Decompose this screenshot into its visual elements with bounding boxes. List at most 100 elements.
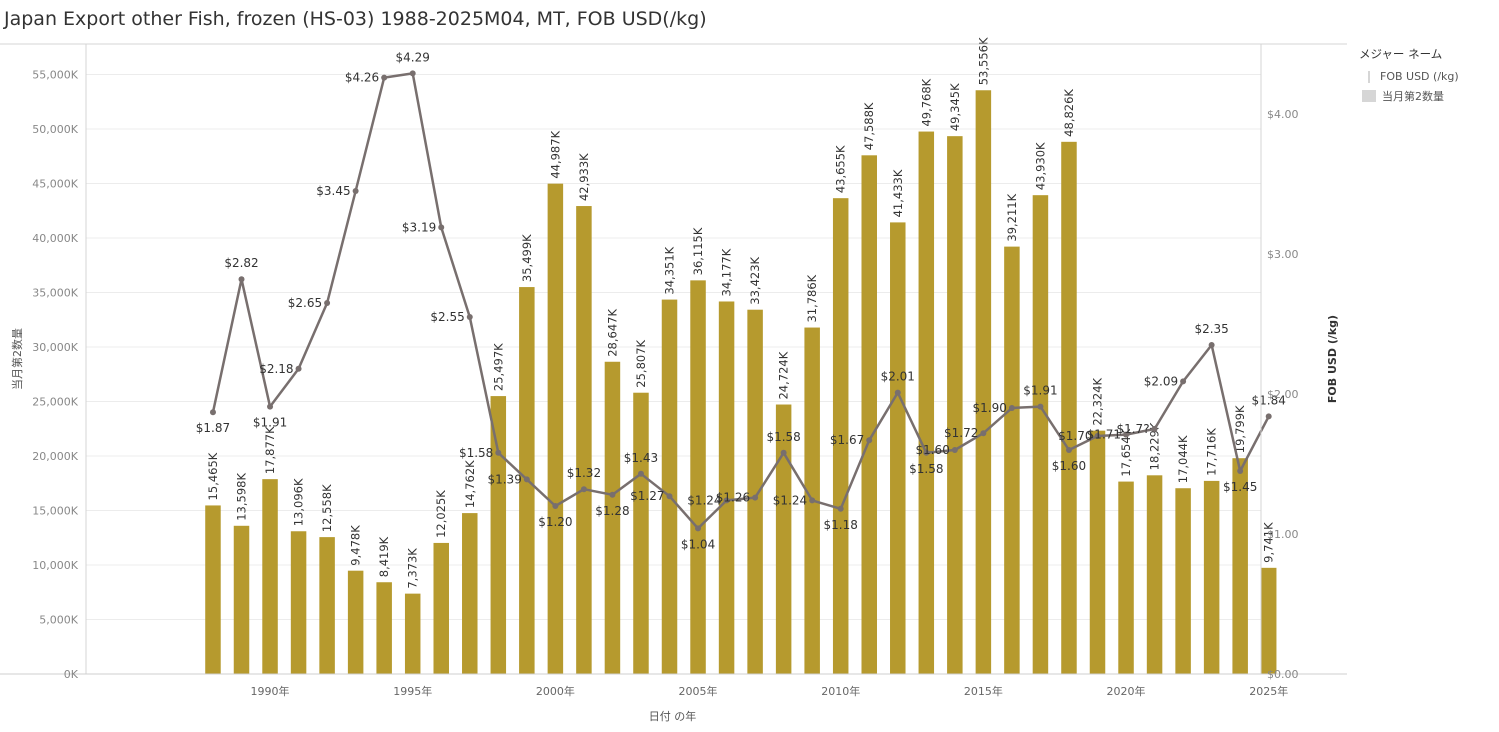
bar — [747, 309, 763, 674]
bar-label: 7,373K — [406, 548, 420, 589]
line-point — [495, 449, 502, 456]
bar — [832, 198, 849, 674]
axes: 0K 5,000K 10,000K 15,000K 20,000K 25,000K 30,0… — [0, 43, 1347, 723]
line-label: $3.45 — [316, 184, 350, 198]
line-label: $1.18 — [824, 518, 858, 532]
line-label: $2.01 — [881, 370, 915, 384]
y-right-axis-title: FOB USD (/kg) — [1326, 315, 1339, 403]
bar — [1061, 141, 1077, 675]
line-data-labels: $1.87 $2.82 $1.91 $2.18 $2.65 $3.45 $4.26 $4.29… — [196, 50, 1286, 551]
line-point — [1237, 468, 1244, 474]
line-point — [580, 486, 587, 493]
bar-label: 17,877K — [263, 426, 277, 474]
line-label: $1.24 — [687, 493, 721, 507]
y-left-tick-label: 35,000K — [32, 287, 78, 300]
y-left-tick-label: 55,000K — [32, 69, 78, 82]
bar-label: 19,799K — [1233, 405, 1247, 453]
line-label: $1.28 — [595, 504, 629, 518]
x-tick-label: 2010年 — [821, 684, 860, 698]
bar-label: 41,433K — [891, 169, 905, 217]
line-point — [866, 437, 873, 444]
line-label: $2.09 — [1144, 374, 1178, 388]
bar-label: 15,465K — [206, 452, 220, 500]
y-left-tick-label: 5,000K — [39, 614, 78, 627]
bar — [918, 131, 935, 674]
y-left-tick-label: 50,000K — [32, 123, 78, 136]
bar-label: 35,499K — [520, 234, 534, 282]
y-right-tick-label: $3.00 — [1267, 248, 1299, 261]
line-point — [466, 314, 473, 320]
y-left-tick-label: 30,000K — [32, 341, 78, 354]
line-label: $4.26 — [345, 71, 379, 85]
bar-label: 49,345K — [948, 83, 962, 131]
line-point — [324, 300, 331, 306]
line-point — [752, 494, 759, 501]
bar — [433, 542, 449, 674]
y-left-tick-label: 40,000K — [32, 232, 78, 245]
bar — [1203, 480, 1220, 674]
x-tick-label: 2005年 — [679, 684, 718, 698]
line-point — [1037, 403, 1044, 410]
y-left-tick-label: 15,000K — [32, 505, 78, 518]
line-point — [267, 403, 274, 410]
bar — [975, 90, 992, 675]
x-tick-label: 1990年 — [251, 684, 290, 698]
bar-label: 24,724K — [777, 351, 791, 399]
line-label: $1.91 — [1023, 384, 1057, 398]
line-point — [695, 525, 702, 532]
y-left-tick-label: 0K — [64, 668, 79, 681]
x-tick-label: 2025年 — [1249, 684, 1288, 698]
line-label: $1.20 — [538, 515, 572, 529]
bar-series — [205, 90, 1277, 675]
chart-title: Japan Export other Fish, frozen (HS-03) … — [4, 8, 707, 30]
line-point — [1065, 447, 1072, 453]
line-label: $1.7? — [1116, 422, 1149, 436]
y-right-tick-label: $2.00 — [1267, 388, 1299, 401]
line-point — [238, 276, 245, 283]
bar-data-labels: 15,465K 13,598K 17,877K 13,096K 12,558K 9,478… — [206, 37, 1276, 589]
line-label: $1.39 — [487, 472, 521, 486]
bar — [890, 222, 906, 674]
legend-title: メジャー ネーム — [1359, 47, 1443, 61]
bar — [547, 183, 564, 674]
line-label: $4.29 — [396, 50, 430, 64]
bar — [1032, 195, 1049, 674]
bar-label: 17,044K — [1176, 435, 1190, 483]
bar — [718, 301, 735, 674]
line-label: $1.26 — [716, 491, 750, 505]
x-axis-title: 日付 の年 — [649, 709, 697, 723]
bar — [576, 206, 592, 674]
bar-label: 14,762K — [463, 460, 477, 508]
line-point — [809, 497, 816, 504]
bar — [319, 537, 335, 674]
bar-label: 8,419K — [377, 536, 391, 577]
bar — [1118, 481, 1134, 674]
bar — [404, 593, 421, 674]
line-label: $1.84 — [1252, 393, 1286, 407]
bar-label: 48,826K — [1062, 89, 1076, 137]
bar — [205, 505, 221, 674]
line-label: $1.58 — [459, 446, 493, 460]
legend-item-price[interactable]: FOB USD (/kg) — [1359, 67, 1459, 86]
bar-label: 9,741K — [1262, 522, 1276, 563]
line-label: $1.27 — [630, 489, 664, 503]
x-tick-label: 1995年 — [393, 684, 432, 698]
line-point — [923, 449, 930, 456]
bar — [1260, 567, 1277, 674]
bar — [490, 396, 507, 674]
bar — [1175, 488, 1191, 674]
bar-label: 33,423K — [748, 256, 762, 304]
legend-label: 当月第2数量 — [1382, 89, 1444, 103]
bar-swatch-icon — [1362, 89, 1376, 102]
line-label: $3.19 — [402, 220, 436, 234]
line-point — [1094, 433, 1101, 439]
bar — [376, 582, 392, 674]
legend-item-quantity[interactable]: 当月第2数量 — [1359, 86, 1459, 105]
line-label: $1.32 — [567, 466, 601, 480]
line-point — [352, 188, 359, 194]
y-right-tick-label: $4.00 — [1267, 108, 1299, 121]
line-label: $1.72 — [944, 426, 978, 440]
bar — [633, 392, 649, 674]
line-point — [438, 224, 445, 231]
